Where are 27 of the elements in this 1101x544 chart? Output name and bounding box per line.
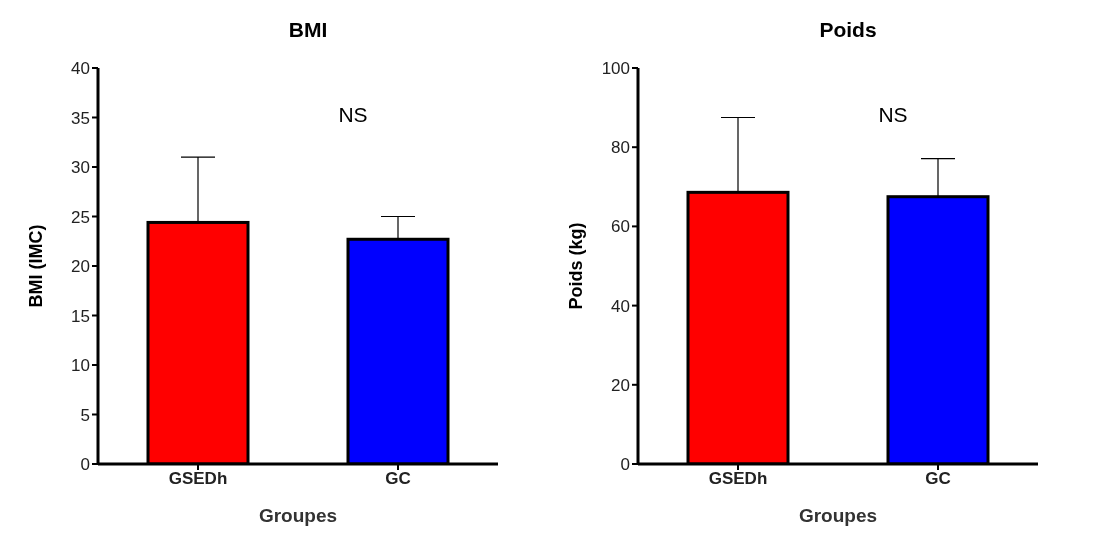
y-tick-label: 40: [611, 296, 630, 316]
y-tick-label: 60: [611, 217, 630, 237]
x-tick-label: GSEDh: [168, 469, 228, 489]
y-tick-label: 20: [611, 375, 630, 395]
chart-title: Poids: [818, 18, 878, 42]
y-tick-label: 30: [71, 158, 90, 178]
annotation: NS: [877, 103, 909, 127]
x-tick-label: GC: [925, 469, 951, 489]
y-tick-label: 25: [71, 207, 90, 227]
y-tick-label: 15: [71, 306, 90, 326]
chart-title: BMI: [287, 18, 329, 42]
y-axis-title: Poids (kg): [566, 222, 587, 310]
y-axis-title: BMI (IMC): [26, 224, 47, 308]
y-tick-label: 40: [71, 59, 90, 79]
y-tick-label: 35: [71, 108, 90, 128]
x-axis-title: Groupes: [258, 505, 338, 526]
x-axis-title: Groupes: [798, 505, 878, 526]
annotation: NS: [338, 103, 368, 126]
y-tick-label: 20: [71, 257, 90, 277]
y-tick-label: 5: [80, 405, 90, 425]
x-tick-label: GC: [385, 469, 411, 489]
x-tick-label: GSEDh: [708, 469, 768, 489]
y-tick-label: 80: [611, 138, 630, 158]
y-tick-label: 0: [80, 455, 90, 475]
y-tick-label: 100: [601, 59, 630, 79]
y-tick-label: 10: [71, 356, 90, 376]
y-tick-label: 0: [620, 455, 630, 475]
